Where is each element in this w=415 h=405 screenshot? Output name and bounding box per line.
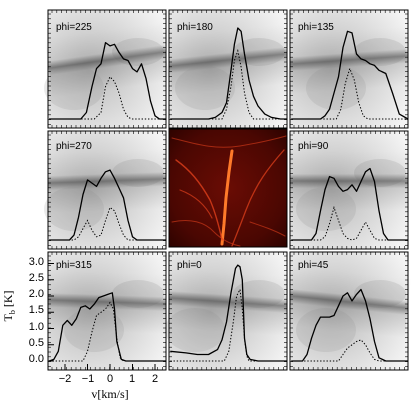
panel-frame bbox=[289, 251, 409, 371]
panel-filament-band bbox=[166, 23, 290, 97]
panel-cloud-shade bbox=[354, 159, 406, 187]
panel-frame bbox=[47, 130, 167, 250]
panel-cloud-shade bbox=[296, 187, 356, 231]
y-tick-label: 2.0 bbox=[29, 288, 44, 300]
panel-cloud-shade bbox=[112, 38, 164, 66]
series-line-component bbox=[49, 301, 166, 362]
filament-diagonal bbox=[179, 189, 213, 219]
series-line-total bbox=[291, 288, 408, 362]
series-line-total bbox=[49, 169, 166, 241]
x-axis: −2 −1 0 1 2 v[km/s] bbox=[59, 373, 158, 401]
series-line-component bbox=[291, 67, 408, 120]
panel-cloud-shade bbox=[64, 308, 124, 352]
series-line-total bbox=[291, 167, 408, 241]
panel-labels: phi=225 phi=180 phi=135 phi=270 phi=90 p… bbox=[56, 22, 334, 271]
series-line-total bbox=[49, 41, 166, 120]
y-tick-label: 0.0 bbox=[29, 353, 44, 365]
panel-filament-band bbox=[44, 22, 170, 98]
series-line-component bbox=[291, 339, 408, 362]
panel-filament-band bbox=[167, 267, 289, 337]
y-tick-label: 3.0 bbox=[29, 256, 44, 268]
series-line-component bbox=[170, 287, 287, 362]
panel-filament-band bbox=[287, 265, 411, 339]
panel-frames bbox=[47, 9, 409, 371]
y-axis-title: Tb [K] bbox=[1, 290, 17, 321]
series-line-total bbox=[291, 30, 409, 120]
series-line-component bbox=[49, 75, 166, 120]
series-line-component bbox=[49, 206, 166, 241]
panel-label-phi-225: phi=225 bbox=[56, 22, 92, 33]
filament-upper bbox=[171, 135, 287, 148]
panel-cloud-shade bbox=[354, 38, 406, 66]
x-tick-label: 2 bbox=[152, 373, 158, 385]
filament-branch-left bbox=[175, 159, 223, 241]
panel-cloud-shade bbox=[354, 280, 406, 308]
series-line-component bbox=[291, 205, 408, 241]
panel-backgrounds bbox=[44, 10, 411, 370]
panel-filament-band bbox=[46, 148, 168, 214]
panel-cloud-shade bbox=[112, 280, 164, 308]
panel-frame bbox=[289, 9, 409, 129]
spectrum-curves bbox=[48, 27, 409, 362]
panel-frame bbox=[47, 9, 167, 129]
filament-lower bbox=[171, 219, 241, 247]
filament-branch-right bbox=[231, 149, 285, 247]
panel-cloud-shade bbox=[233, 280, 285, 308]
y-tick-label: 1.0 bbox=[29, 321, 44, 333]
x-tick-label: −2 bbox=[59, 373, 72, 385]
series-line-component bbox=[170, 48, 287, 120]
filament-main bbox=[220, 149, 234, 246]
panel-label-phi-0: phi=0 bbox=[177, 260, 202, 271]
y-tick-label: 0.5 bbox=[29, 337, 44, 349]
panel-cloud-shade bbox=[112, 159, 164, 187]
y-tick-label: 1.5 bbox=[29, 304, 44, 316]
panel-frame bbox=[168, 9, 288, 129]
y-tick-label: 2.5 bbox=[29, 272, 44, 284]
panel-label-phi-135: phi=135 bbox=[298, 22, 334, 33]
panel-cloud-shade bbox=[296, 308, 356, 352]
series-line-total bbox=[170, 27, 287, 120]
y-axis: 3.0 2.5 2.0 1.5 1.0 0.5 0.0 Tb [K] bbox=[1, 256, 44, 365]
panel-cloud-shade bbox=[233, 38, 285, 66]
filament-streaks bbox=[171, 135, 287, 247]
panel-cloud-shade bbox=[44, 187, 104, 231]
panel-label-phi-90: phi=90 bbox=[298, 141, 329, 152]
x-tick-label: 0 bbox=[107, 373, 113, 385]
panel-cloud-shade bbox=[175, 66, 235, 110]
series-line-total bbox=[170, 264, 287, 362]
panel-label-phi-45: phi=45 bbox=[298, 260, 329, 271]
panel-label-phi-180: phi=180 bbox=[177, 22, 213, 33]
panel-label-phi-315: phi=315 bbox=[56, 260, 92, 271]
x-tick-label: −1 bbox=[82, 373, 95, 385]
x-axis-title: v[km/s] bbox=[91, 387, 128, 401]
center-map bbox=[168, 128, 288, 248]
panel-frame bbox=[168, 251, 288, 371]
panel-frame bbox=[47, 251, 167, 371]
panel-filament-band bbox=[288, 25, 410, 95]
panel-frame bbox=[289, 130, 409, 250]
x-tick-label: 1 bbox=[129, 373, 135, 385]
panel-label-phi-270: phi=270 bbox=[56, 141, 92, 152]
center-map-frame bbox=[168, 128, 288, 248]
panel-filament-band bbox=[290, 151, 408, 211]
panel-cloud-shade bbox=[165, 308, 225, 352]
filament-right-lower bbox=[249, 221, 286, 237]
